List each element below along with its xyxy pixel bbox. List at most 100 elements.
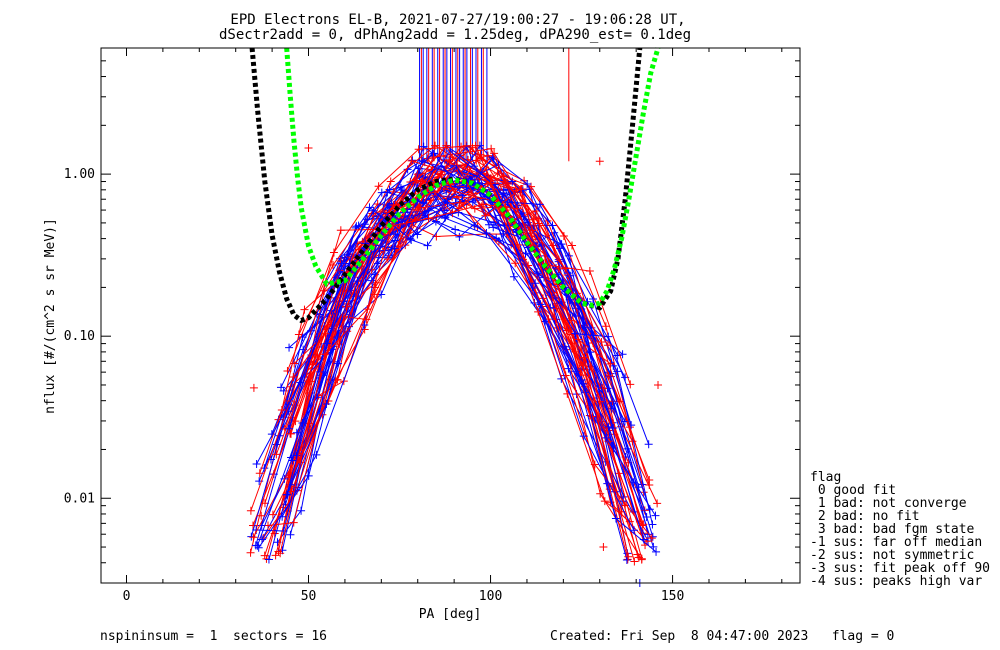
sample-marker [654, 380, 663, 389]
sample-marker [626, 380, 635, 389]
sample-marker [618, 497, 627, 506]
sample-marker [363, 305, 372, 314]
sample-marker [414, 145, 423, 154]
fit-curve-black [249, 47, 643, 324]
sample-marker [289, 373, 298, 382]
sample-marker [285, 424, 294, 433]
sample-marker [271, 551, 280, 560]
sample-marker [531, 279, 540, 288]
sample-marker [292, 428, 301, 437]
sample-marker [284, 407, 293, 416]
sample-marker [596, 489, 605, 498]
sample-marker [482, 228, 491, 237]
sample-marker [578, 361, 587, 370]
sample-marker [264, 521, 273, 530]
sample-marker [536, 300, 545, 309]
sample-marker [613, 367, 622, 376]
fit-layer [249, 47, 661, 324]
sample-marker [383, 255, 392, 264]
sample-marker [443, 198, 452, 207]
sample-marker [509, 272, 518, 281]
sample-marker [511, 259, 520, 268]
chart-title-line1: EPD Electrons EL-B, 2021-07-27/19:00:27 … [230, 12, 685, 28]
sample-marker [312, 393, 321, 402]
sample-marker [304, 471, 313, 480]
sample-marker [394, 242, 403, 251]
sample-marker [577, 375, 586, 384]
sample-marker [385, 185, 394, 194]
x-tick-label: 150 [661, 589, 684, 604]
sample-marker [418, 177, 427, 186]
footer-left: nspininsum = 1 sectors = 16 [100, 629, 327, 644]
sample-marker [249, 533, 258, 542]
sample-marker [406, 234, 415, 243]
fit-curve-green [284, 47, 661, 308]
sample-marker [483, 151, 492, 160]
sample-marker [630, 557, 639, 566]
sample-marker [585, 267, 594, 276]
footer-right: Created: Fri Sep 8 04:47:00 2023 flag = … [550, 629, 894, 644]
sample-marker [557, 240, 566, 249]
plot-frame [100, 47, 801, 584]
sample-marker [424, 214, 433, 223]
sample-trace [299, 159, 646, 546]
sample-marker [407, 156, 416, 165]
sample-marker [534, 307, 543, 316]
sample-marker [286, 530, 295, 539]
sample-marker [282, 490, 291, 499]
sample-marker [597, 338, 606, 347]
sample-marker [440, 156, 449, 165]
sample-marker [568, 241, 577, 250]
x-tick-label: 100 [479, 589, 502, 604]
sample-marker [374, 182, 383, 191]
sample-marker [418, 156, 427, 165]
sample-trace [280, 165, 626, 422]
x-tick-label: 50 [301, 589, 317, 604]
sample-marker [589, 295, 598, 304]
sample-marker [603, 341, 612, 350]
sample-marker [304, 143, 313, 152]
sample-marker [272, 440, 281, 449]
sample-trace [279, 203, 629, 557]
sample-trace [286, 194, 615, 495]
sample-marker [423, 241, 432, 250]
legend-entry: -2 sus: not symmetric [810, 548, 974, 563]
sample-marker [580, 353, 589, 362]
sample-marker [602, 433, 611, 442]
sample-marker [609, 424, 618, 433]
sample-marker [285, 343, 294, 352]
sample-marker [390, 244, 399, 253]
sample-trace [286, 150, 656, 516]
sample-marker [648, 532, 657, 541]
sample-marker [252, 460, 261, 469]
sample-marker [386, 177, 395, 186]
sample-marker [645, 480, 654, 489]
sample-marker [653, 499, 662, 508]
chart-title-line2: dSectr2add = 0, dPhAng2add = 1.25deg, dP… [219, 27, 691, 43]
axis-layer: 0 50 100 150 0.01 0.10 1.00 [64, 47, 800, 604]
sample-marker [604, 422, 613, 431]
sample-marker [548, 221, 557, 230]
sample-marker [260, 551, 269, 560]
sample-marker [643, 530, 652, 539]
sample-marker [630, 526, 639, 535]
sample-marker [508, 177, 517, 186]
sample-marker [488, 153, 497, 162]
sample-marker [255, 469, 264, 478]
y-tick-label: 0.10 [64, 329, 95, 344]
sample-marker [579, 432, 588, 441]
sample-marker [535, 200, 544, 209]
sample-marker [246, 506, 255, 515]
sample-marker [288, 456, 297, 465]
sample-marker [559, 231, 568, 240]
sample-marker [320, 350, 329, 359]
sample-marker [416, 203, 425, 212]
sample-marker [513, 204, 522, 213]
legend-title: flag [810, 470, 841, 485]
sample-marker [257, 511, 266, 520]
sample-marker [337, 259, 346, 268]
sample-marker [329, 248, 338, 257]
sample-marker [277, 383, 285, 392]
sample-marker [289, 518, 298, 527]
